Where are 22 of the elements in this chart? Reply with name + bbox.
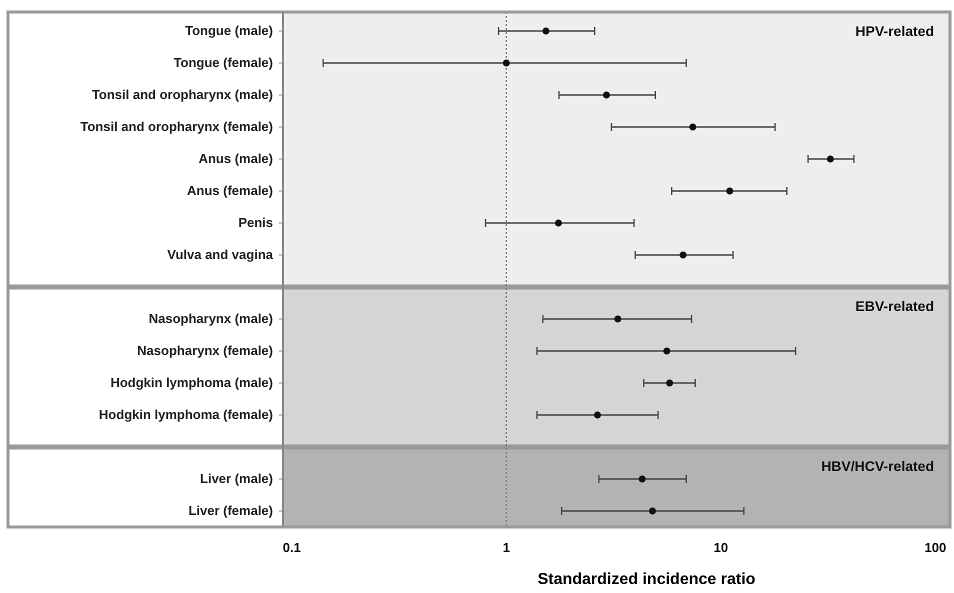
- y-tick-label: Anus (female): [187, 183, 273, 198]
- y-tick-label: Vulva and vagina: [167, 247, 274, 262]
- y-tick-label: Hodgkin lymphoma (female): [98, 407, 273, 422]
- x-tick-label: 10: [714, 540, 728, 556]
- y-tick-label: Tongue (female): [174, 55, 273, 70]
- y-tick-label: Tonsil and oropharynx (male): [92, 87, 273, 102]
- annotation: HPV-related: [855, 23, 934, 39]
- x-tick-label: 1: [502, 540, 510, 556]
- y-tick-label: Tonsil and oropharynx (female): [80, 119, 273, 134]
- x-tick-label: 100: [924, 540, 946, 556]
- y-tick-label: Nasopharynx (male): [148, 311, 273, 326]
- x-axis-title: Standardized incidence ratio: [538, 571, 756, 588]
- x-tick-label: 0.1: [282, 540, 301, 556]
- annotation: HBV/HCV-related: [821, 458, 934, 474]
- annotation: EBV-related: [855, 298, 934, 314]
- y-tick-label: Hodgkin lymphoma (male): [110, 375, 273, 390]
- y-tick-label: Anus (male): [198, 151, 273, 166]
- y-tick-label: Tongue (male): [185, 23, 273, 38]
- y-tick-label: Liver (male): [200, 471, 273, 486]
- y-tick-label: Liver (female): [188, 503, 273, 518]
- y-tick-label: Penis: [238, 215, 273, 230]
- y-tick-label: Nasopharynx (female): [137, 343, 273, 358]
